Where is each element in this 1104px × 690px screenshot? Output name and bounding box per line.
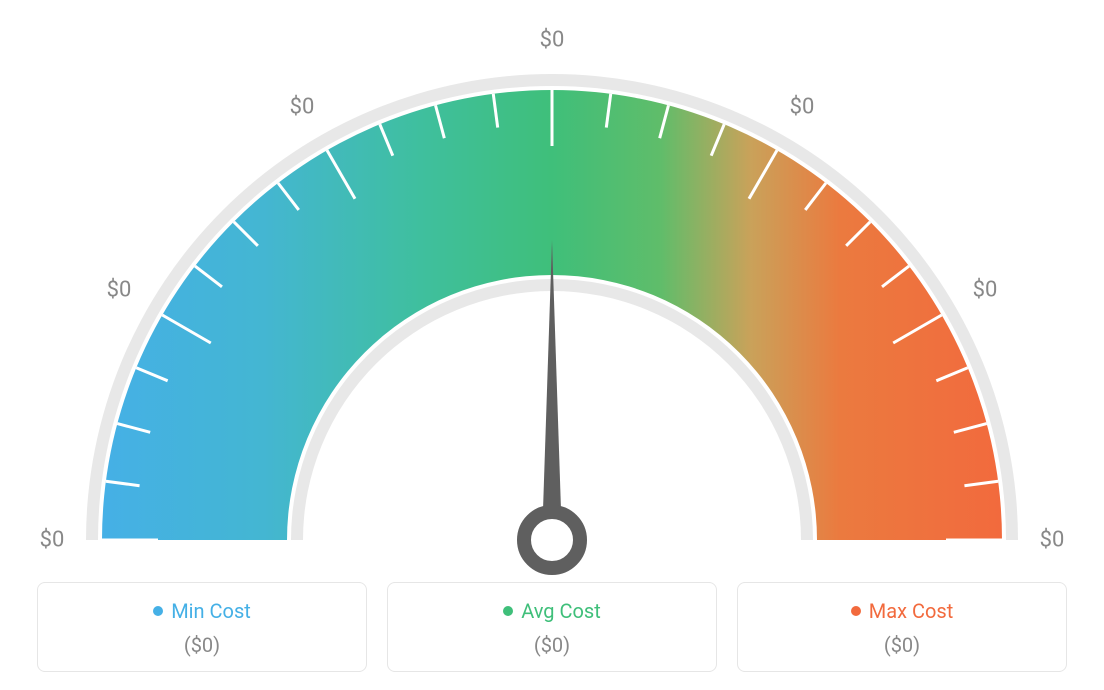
gauge-tick-label: $0: [973, 278, 998, 303]
legend-cards: Min Cost ($0) Avg Cost ($0) Max Cost ($0…: [37, 582, 1067, 672]
dot-icon: [153, 606, 163, 616]
legend-card-avg: Avg Cost ($0): [387, 582, 717, 672]
gauge-tick-label: $0: [107, 278, 132, 303]
dot-icon: [503, 606, 513, 616]
legend-card-min: Min Cost ($0): [37, 582, 367, 672]
dot-icon: [851, 606, 861, 616]
gauge-chart: $0 $0 $0 $0 $0 $0 $0: [42, 20, 1062, 580]
gauge-tick-label: $0: [540, 28, 565, 53]
gauge-tick-label: $0: [40, 528, 65, 553]
gauge-tick-label: $0: [1040, 528, 1065, 553]
gauge-tick-label: $0: [290, 94, 315, 119]
legend-value: ($0): [38, 633, 366, 657]
gauge-svg: [42, 20, 1062, 580]
legend-label: Avg Cost: [521, 599, 601, 623]
legend-label: Min Cost: [171, 599, 251, 623]
gauge-tick-label: $0: [790, 94, 815, 119]
legend-card-max: Max Cost ($0): [737, 582, 1067, 672]
legend-value: ($0): [388, 633, 716, 657]
legend-label: Max Cost: [869, 599, 954, 623]
legend-value: ($0): [738, 633, 1066, 657]
